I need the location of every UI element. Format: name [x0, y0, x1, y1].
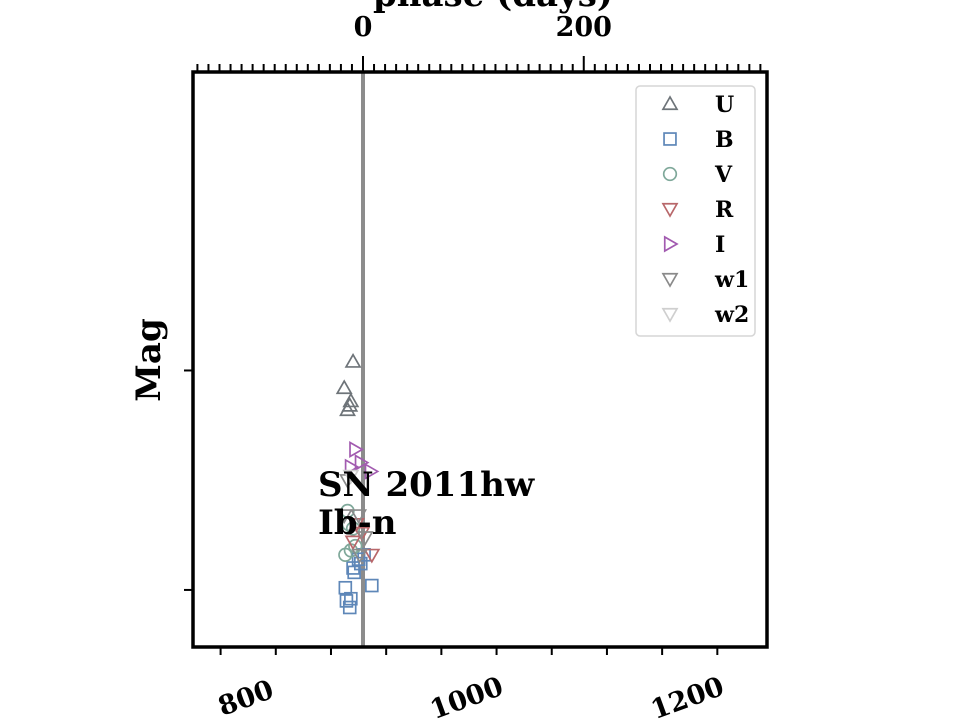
legend-marker-R [661, 202, 679, 218]
data-point-B [338, 580, 353, 595]
annotation-sn-name: SN 2011hw [318, 465, 535, 505]
legend-marker-I [663, 235, 679, 253]
data-point-U [342, 392, 360, 408]
legend-label-V: V [714, 162, 733, 188]
data-point-I [354, 454, 370, 472]
legend-label-I: I [715, 232, 725, 258]
data-point-U [335, 379, 353, 395]
top-axis-title: phase (days) [373, 0, 613, 15]
legend-box [635, 85, 756, 337]
top-tick-label: 0 [354, 12, 373, 43]
legend-label-R: R [715, 197, 734, 223]
legend-marker-B [663, 132, 677, 146]
legend-label-w1: w1 [714, 267, 749, 293]
bottom-tick-label: 1200 [647, 671, 728, 720]
data-points [335, 352, 381, 615]
legend-marker-w1 [661, 272, 679, 288]
legend-marker-U [661, 95, 679, 111]
data-point-w1 [335, 509, 353, 525]
data-point-w1 [356, 531, 374, 546]
data-point-w2 [342, 469, 360, 485]
data-point-U [344, 352, 362, 368]
data-point-V [345, 521, 361, 536]
data-point-B [353, 556, 368, 571]
legend-marker-w2 [661, 307, 679, 323]
data-point-V [341, 516, 356, 532]
annotation-sn-type: Ib-n [318, 503, 397, 543]
data-point-w1 [350, 509, 368, 525]
data-point-I [364, 462, 380, 480]
legend-marker-V [662, 166, 678, 182]
data-point-B [344, 591, 358, 606]
data-point-U [341, 396, 359, 412]
legend-label-U: U [715, 92, 734, 118]
data-point-V [348, 538, 363, 554]
bottom-tick-label: 1000 [426, 671, 507, 720]
top-axis-ticks: 0 200 [196, 12, 762, 72]
data-point-B [365, 578, 379, 593]
legend-label-B: B [715, 127, 734, 153]
y-axis-title: Mag [129, 318, 169, 401]
legend-label-w2: w2 [714, 302, 749, 328]
bottom-tick-label: 800 [214, 674, 278, 720]
data-point-w1 [351, 548, 369, 564]
plot-frame [191, 70, 769, 649]
top-tick-label: 200 [556, 12, 612, 43]
data-point-I [349, 441, 364, 458]
bottom-axis-ticks: 800 1000 1200 [214, 647, 728, 720]
data-point-R [344, 535, 362, 551]
data-point-R [363, 548, 381, 564]
data-point-B [342, 600, 357, 615]
